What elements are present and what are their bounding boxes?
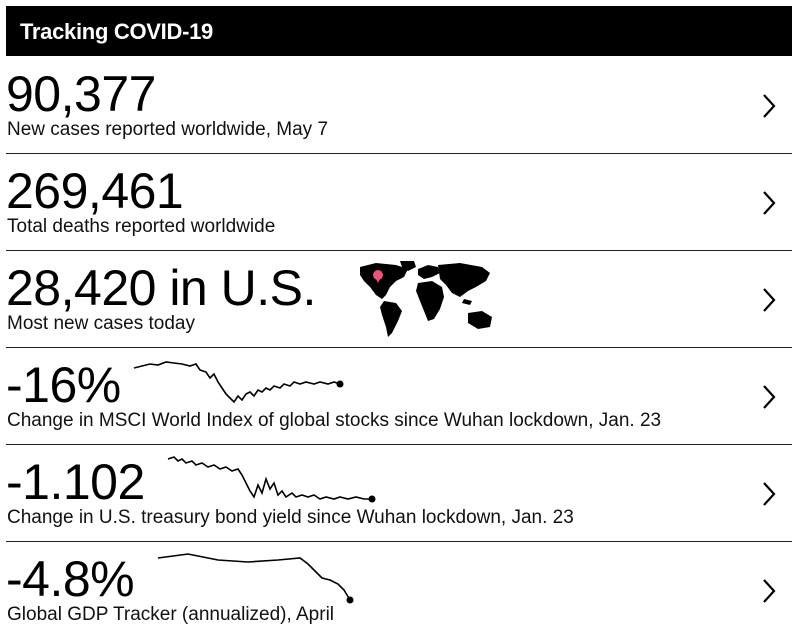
chevron-right-icon[interactable] — [758, 479, 780, 509]
gdp-row[interactable]: -4.8% Global GDP Tracker (annualized), A… — [6, 542, 792, 638]
msci-row[interactable]: -16% Change in MSCI World Index of globa… — [6, 348, 792, 445]
header-title: Tracking COVID-19 — [20, 19, 213, 44]
chevron-right-icon[interactable] — [758, 576, 780, 606]
header-bar: Tracking COVID-19 — [6, 6, 792, 56]
new-cases-caption: New cases reported worldwide, May 7 — [7, 119, 329, 140]
msci-value: -16% — [6, 357, 121, 413]
sparkline-icon — [167, 456, 376, 503]
chevron-right-icon[interactable] — [758, 285, 780, 315]
chevron-right-icon[interactable] — [758, 382, 780, 412]
new-cases-row[interactable]: 90,377 New cases reported worldwide, May… — [6, 57, 792, 154]
total-deaths-row[interactable]: 269,461 Total deaths reported worldwide — [6, 154, 792, 251]
sparkline-icon — [133, 361, 344, 404]
us-cases-caption: Most new cases today — [7, 313, 195, 334]
msci-caption: Change in MSCI World Index of global sto… — [7, 410, 662, 431]
total-deaths-caption: Total deaths reported worldwide — [7, 216, 276, 237]
chevron-right-icon[interactable] — [758, 91, 780, 121]
total-deaths-value: 269,461 — [6, 163, 184, 219]
world-map-icon — [360, 261, 492, 337]
treasury-value: -1.102 — [6, 454, 145, 510]
us-cases-value: 28,420 in U.S. — [6, 260, 316, 316]
gdp-caption: Global GDP Tracker (annualized), April — [7, 604, 335, 625]
gdp-value: -4.8% — [6, 551, 135, 607]
new-cases-value: 90,377 — [6, 66, 156, 122]
treasury-caption: Change in U.S. treasury bond yield since… — [7, 507, 574, 528]
us-cases-row[interactable]: 28,420 in U.S. Most new cases today — [6, 251, 792, 348]
sparkline-icon — [157, 553, 354, 604]
chevron-right-icon[interactable] — [758, 188, 780, 218]
treasury-row[interactable]: -1.102 Change in U.S. treasury bond yiel… — [6, 445, 792, 542]
